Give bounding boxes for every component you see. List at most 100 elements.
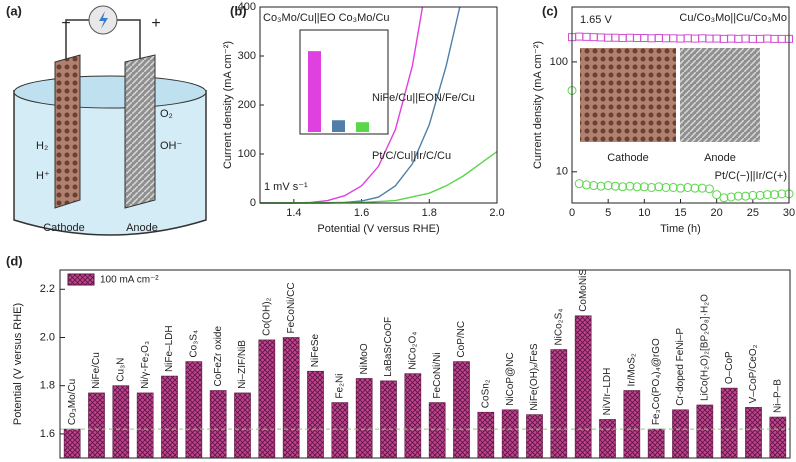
point xyxy=(733,191,743,201)
point xyxy=(611,33,620,42)
x-tick-label: 2.0 xyxy=(489,207,504,219)
bar xyxy=(307,370,324,459)
bar-label: Co₃S₄ xyxy=(188,330,199,358)
schematic: (a) − + H₂ H⁺ O₂ OH⁻ Cathode Anode xyxy=(6,3,207,236)
point xyxy=(604,33,613,42)
sem-image-cathode xyxy=(580,48,676,142)
annotation: 1 mV s⁻¹ xyxy=(264,181,308,193)
bar-label: NiCo₂O₄ xyxy=(407,332,418,370)
bar-label: Co₃Mo/Cu xyxy=(67,379,78,425)
y-tick-label: 10 xyxy=(556,166,568,178)
legend-swatch xyxy=(67,273,95,286)
bar-label: LiCo(H₂O)₂[BP₂O₈]·H₂O xyxy=(699,294,710,401)
x-tick-label: 1.4 xyxy=(286,207,301,219)
point xyxy=(683,34,692,43)
y-tick-label: 200 xyxy=(238,99,256,111)
plot-frame xyxy=(571,6,790,204)
point xyxy=(640,34,649,43)
sem-image-anode xyxy=(680,48,760,142)
bar xyxy=(501,409,519,459)
point xyxy=(719,34,728,43)
bar-label: Fe₃Co(PO₄)₄@rGO xyxy=(651,338,662,425)
bar xyxy=(477,411,495,459)
bar xyxy=(258,339,276,459)
bar xyxy=(720,387,738,459)
point xyxy=(625,181,635,191)
point xyxy=(705,34,714,43)
point xyxy=(596,181,606,191)
bar-label: FeCoNi/CC xyxy=(286,282,297,333)
point xyxy=(704,184,714,194)
point xyxy=(748,34,757,43)
h-plus-label: H⁺ xyxy=(36,170,50,182)
point xyxy=(676,183,685,193)
y-tick-label: 100 xyxy=(550,56,568,68)
point xyxy=(596,33,605,42)
x-axis-title: Time (h) xyxy=(660,223,701,235)
point xyxy=(582,32,591,41)
bar xyxy=(769,416,787,459)
point xyxy=(662,34,671,43)
point xyxy=(589,181,599,191)
anode-plate xyxy=(124,54,156,209)
bar xyxy=(63,428,81,459)
bar xyxy=(185,361,203,459)
x-tick-label: 15 xyxy=(674,207,686,219)
bar-label: Ni–P–B xyxy=(772,379,783,413)
annotation: 1.65 V xyxy=(580,14,612,26)
y-axis-title: Potential (V versus RHE) xyxy=(12,303,24,425)
point xyxy=(618,34,627,43)
bar-label: Cr-doped FeNi–P xyxy=(675,328,686,406)
point xyxy=(669,34,678,43)
point xyxy=(777,34,786,43)
point xyxy=(633,34,642,43)
point xyxy=(618,182,628,192)
point xyxy=(654,34,663,43)
y-tick-label: 1.6 xyxy=(40,428,55,440)
bar-label: CoP/NC xyxy=(456,321,467,358)
bar xyxy=(745,407,762,459)
y-tick-label: 300 xyxy=(238,50,256,62)
y-tick-label: 0 xyxy=(250,197,256,209)
inset-bar xyxy=(356,122,369,132)
curve xyxy=(259,151,498,204)
bar-label: FeCoNi/Ni xyxy=(432,352,443,398)
bar xyxy=(209,390,227,459)
inset-bar xyxy=(308,51,321,132)
point xyxy=(712,34,721,43)
minus-sign: − xyxy=(61,15,70,32)
liquid-surface xyxy=(13,75,207,109)
x-tick-label: 20 xyxy=(711,207,723,219)
point xyxy=(668,182,678,192)
x-axis-title: Potential (V versus RHE) xyxy=(317,223,439,235)
panel-label: (d) xyxy=(6,253,23,268)
bar xyxy=(355,378,373,459)
point xyxy=(654,182,664,192)
point xyxy=(603,181,613,191)
point xyxy=(770,190,780,200)
point xyxy=(661,182,671,192)
point xyxy=(762,190,772,200)
bar-label: NiFe/Cu xyxy=(91,352,102,389)
bar xyxy=(453,361,470,459)
o2-label: O₂ xyxy=(160,108,173,120)
point xyxy=(755,190,765,200)
bar xyxy=(282,337,300,459)
point xyxy=(741,34,750,43)
bar-label: NiMoO xyxy=(359,343,370,374)
plot-frame xyxy=(259,6,498,204)
x-tick-label: 1.6 xyxy=(354,207,369,219)
point xyxy=(639,182,649,192)
point xyxy=(770,34,779,43)
point xyxy=(741,191,751,201)
point xyxy=(698,34,707,43)
point xyxy=(777,189,787,199)
bar-label: O–CoP xyxy=(724,351,735,384)
series-label: Pt/C(−)||Ir/C(+) xyxy=(715,170,787,182)
point xyxy=(690,183,700,193)
series-label: NiFe/Cu||EON/Fe/Cu xyxy=(372,92,475,104)
point xyxy=(727,34,736,43)
panel-label: (b) xyxy=(230,3,247,18)
point xyxy=(690,34,699,43)
